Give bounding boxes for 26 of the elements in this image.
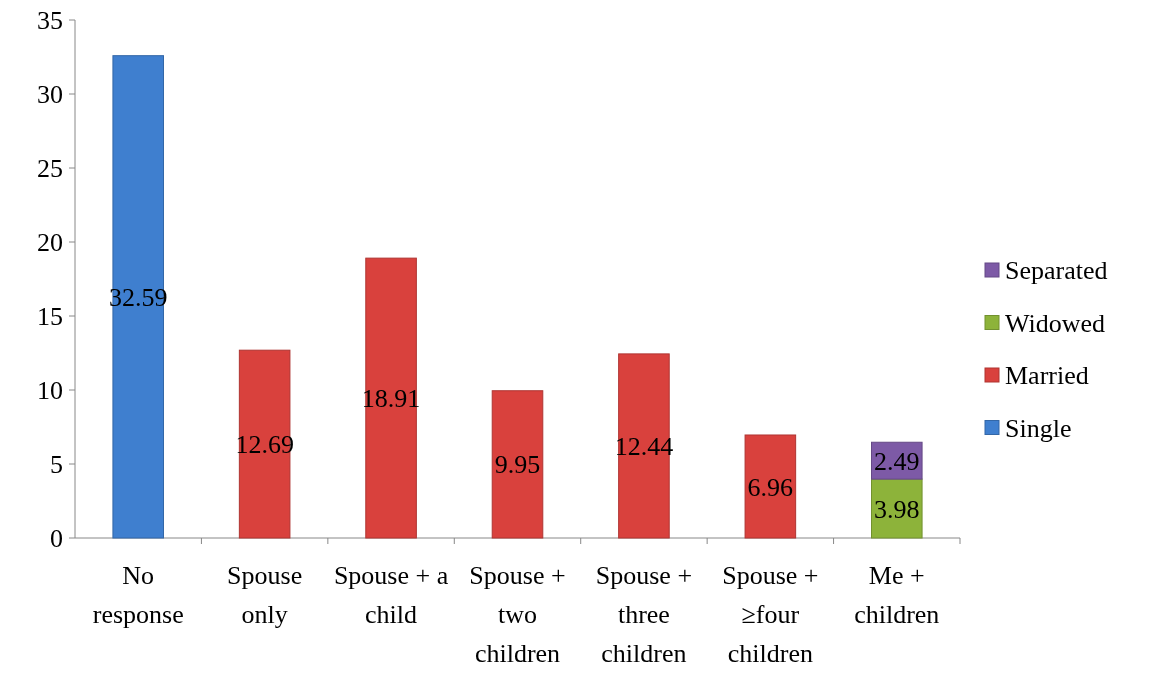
x-tick-label: Spouse + three children (595, 561, 693, 668)
bar (491, 390, 544, 539)
legend-label: Married (1005, 361, 1089, 391)
y-tick-label: 20 (37, 228, 63, 258)
y-tick-label: 30 (37, 80, 63, 110)
y-tick-label: 10 (37, 376, 63, 406)
x-tick-label: Spouse + a child (333, 561, 449, 629)
x-tick-label: Spouse + ≥four children (722, 561, 819, 668)
y-tick-label: 15 (37, 302, 63, 332)
x-tick-label: Spouse + two children (469, 561, 566, 668)
x-tick-label: Spouse only (227, 561, 303, 629)
legend-label: Widowed (1005, 308, 1106, 338)
y-tick-label: 35 (37, 6, 63, 36)
data-label: 2.49 (874, 446, 920, 476)
y-tick-label: 5 (50, 450, 63, 480)
bar (744, 434, 797, 539)
x-tick-label: No response (92, 561, 184, 629)
bar (365, 257, 417, 539)
y-tick-label: 25 (37, 154, 63, 184)
data-label: 3.98 (874, 494, 920, 524)
legend-label: Separated (1005, 256, 1108, 286)
data-label: 9.95 (494, 450, 541, 480)
data-label: 6.96 (747, 472, 794, 502)
y-tick-label: 0 (50, 524, 63, 554)
x-tick-label: Me + children (854, 561, 940, 629)
legend-label: Single (1005, 413, 1072, 443)
